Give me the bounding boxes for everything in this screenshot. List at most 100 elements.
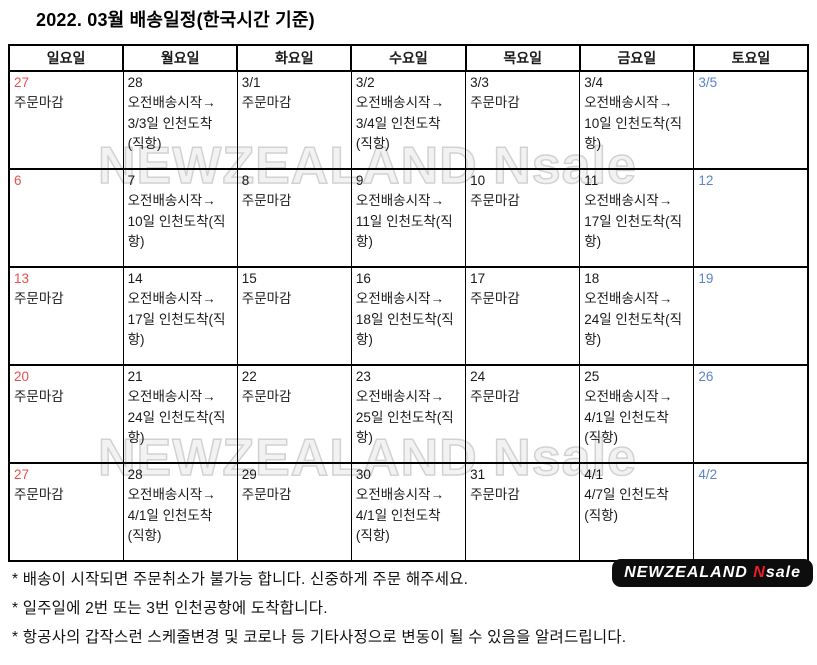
logo-text-sale: sale — [765, 564, 801, 581]
day-cell: 20 주문마감 — [8, 364, 124, 464]
note-line: * 일주일에 2번 또는 3번 인천공항에 도착합니다. — [12, 600, 328, 617]
day-cell: 19 — [693, 266, 809, 366]
day-cell: 9 오전배송시작→ 11일 인천도착(직 항) — [350, 168, 467, 268]
day-cell: 27 주문마감 — [8, 462, 124, 562]
cell-note: 오전배송시작→ 4/1일 인천도착 (직항) — [127, 487, 216, 543]
day-cell: 28 오전배송시작→ 3/3일 인천도착 (직항) — [122, 70, 238, 170]
date-number: 7 — [127, 173, 136, 188]
cell-note: 오전배송시작→ 10일 인천도착(직 항) — [584, 95, 682, 151]
logo-text-accent: N — [753, 564, 766, 581]
date-number: 22 — [241, 369, 257, 384]
day-cell: 29 주문마감 — [236, 462, 352, 562]
week-row-4: 27 주문마감 28 오전배송시작→ 4/1일 인천도착 (직항) 29 주문마감 30 오전… — [8, 462, 809, 562]
week-row-2: 13 주문마감 14 오전배송시작→ 17일 인천도착(직 항) 15 주문마감 16 오전배… — [8, 266, 809, 366]
day-cell: 21 오전배송시작→ 24일 인천도착(직 항) — [122, 364, 238, 464]
calendar-head-row: 일요일 월요일 화요일 수요일 목요일 금요일 토요일 — [7, 44, 810, 72]
date-number: 23 — [355, 369, 371, 384]
day-cell: 23 오전배송시작→ 25일 인천도착(직 항) — [350, 364, 467, 464]
day-cell: 15 주문마감 — [236, 266, 352, 366]
cell-note: 오전배송시작→ 3/4일 인천도착 (직항) — [355, 95, 444, 151]
logo-text-main: NEWZEALAND — [624, 564, 748, 581]
date-number: 10 — [470, 173, 486, 188]
cell-note: 주문마감 — [14, 389, 64, 404]
cell-note: 오전배송시작→ 4/1일 인천도착 (직항) — [584, 389, 673, 445]
cell-note: 주문마감 — [241, 487, 292, 502]
day-header-1: 월요일 — [122, 44, 239, 72]
cell-note: 오전배송시작→ 17일 인천도착(직 항) — [584, 193, 682, 249]
date-number: 3/4 — [584, 75, 603, 90]
date-number: 29 — [241, 467, 257, 482]
cell-note: 주문마감 — [470, 95, 520, 110]
day-cell: 26 — [693, 364, 809, 464]
day-cell: 24 주문마감 — [465, 364, 581, 464]
date-number: 8 — [241, 173, 250, 188]
cell-note: 4/7일 인천도착 (직항) — [584, 487, 669, 523]
date-number: 27 — [14, 467, 30, 482]
day-cell: 4/2 — [693, 462, 809, 562]
cell-note: 오전배송시작→ 10일 인천도착(직 항) — [127, 193, 226, 249]
cell-note: 주문마감 — [470, 389, 520, 404]
date-number: 14 — [127, 271, 143, 286]
cell-note: 오전배송시작→ 11일 인천도착(직 항) — [355, 193, 453, 249]
date-number: 4/1 — [584, 467, 603, 482]
cell-note: 주문마감 — [14, 95, 64, 110]
cell-note: 오전배송시작→ 4/1일 인천도착 (직항) — [355, 487, 444, 543]
date-number: 16 — [355, 271, 371, 286]
date-number: 25 — [584, 369, 600, 384]
day-cell: 28 오전배송시작→ 4/1일 인천도착 (직항) — [122, 462, 238, 562]
cell-note: 주문마감 — [470, 487, 520, 502]
date-number: 3/3 — [470, 75, 489, 90]
date-number: 11 — [584, 173, 599, 188]
day-cell: 3/3 주문마감 — [465, 70, 581, 170]
date-number: 18 — [584, 271, 600, 286]
cell-note: 주문마감 — [14, 487, 64, 502]
date-number: 6 — [14, 173, 22, 188]
day-header-5: 금요일 — [578, 44, 695, 72]
day-cell: 14 오전배송시작→ 17일 인천도착(직 항) — [122, 266, 238, 366]
day-cell: 22 주문마감 — [236, 364, 352, 464]
day-cell: 4/1 4/7일 인천도착 (직항) — [579, 462, 695, 562]
cell-note: 오전배송시작→ 24일 인천도착(직 항) — [127, 389, 226, 445]
day-cell: 31 주문마감 — [465, 462, 581, 562]
cell-note: 주문마감 — [241, 389, 292, 404]
day-cell: 10 주문마감 — [465, 168, 581, 268]
date-number: 21 — [127, 369, 143, 384]
cell-note: 오전배송시작→ 24일 인천도착(직 항) — [584, 291, 682, 347]
week-row-0: 27 주문마감 28 오전배송시작→ 3/3일 인천도착 (직항) 3/1 주문마감 3/2… — [8, 70, 809, 170]
date-number: 26 — [698, 369, 714, 384]
date-number: 24 — [470, 369, 486, 384]
day-cell: 3/1 주문마감 — [236, 70, 352, 170]
date-number: 15 — [241, 271, 257, 286]
date-number: 30 — [355, 467, 371, 482]
cell-note: 오전배송시작→ 17일 인천도착(직 항) — [127, 291, 226, 347]
day-cell: 6 — [8, 168, 124, 268]
cell-note: 주문마감 — [470, 291, 520, 306]
cell-note: 오전배송시작→ 18일 인천도착(직 항) — [355, 291, 454, 347]
day-cell: 7 오전배송시작→ 10일 인천도착(직 항) — [122, 168, 238, 268]
day-cell: 18 오전배송시작→ 24일 인천도착(직 항) — [579, 266, 695, 366]
cell-note: 주문마감 — [241, 193, 292, 208]
day-cell: 12 — [693, 168, 809, 268]
cell-note: 오전배송시작→ 25일 인천도착(직 항) — [355, 389, 454, 445]
date-number: 19 — [698, 271, 714, 286]
day-cell: 27 주문마감 — [8, 70, 124, 170]
cell-note: 주문마감 — [14, 291, 64, 306]
date-number: 3/5 — [698, 75, 718, 90]
week-row-1: 6 7 오전배송시작→ 10일 인천도착(직 항) 8 주문마감 9 오전배송시작→ 11일… — [8, 168, 809, 268]
calendar-table: 일요일 월요일 화요일 수요일 목요일 금요일 토요일 27 주문마감 28 오전배송시작→ 3/… — [7, 44, 810, 562]
day-cell: 8 주문마감 — [236, 168, 352, 268]
day-header-3: 수요일 — [350, 44, 467, 72]
day-cell: 13 주문마감 — [8, 266, 124, 366]
day-cell: 17 주문마감 — [465, 266, 581, 366]
date-number: 3/2 — [355, 75, 375, 90]
week-row-3: 20 주문마감 21 오전배송시작→ 24일 인천도착(직 항) 22 주문마감 23 오전배… — [8, 364, 809, 464]
day-cell: 16 오전배송시작→ 18일 인천도착(직 항) — [350, 266, 467, 366]
date-number: 12 — [698, 173, 714, 188]
brand-logo: NEWZEALAND Nsale — [612, 559, 813, 587]
date-number: 27 — [14, 75, 30, 90]
date-number: 13 — [14, 271, 30, 286]
calendar-body: 27 주문마감 28 오전배송시작→ 3/3일 인천도착 (직항) 3/1 주문마감 3/2… — [8, 70, 809, 562]
page-title: 2022. 03월 배송일정(한국시간 기준) — [36, 10, 315, 30]
date-number: 20 — [14, 369, 30, 384]
